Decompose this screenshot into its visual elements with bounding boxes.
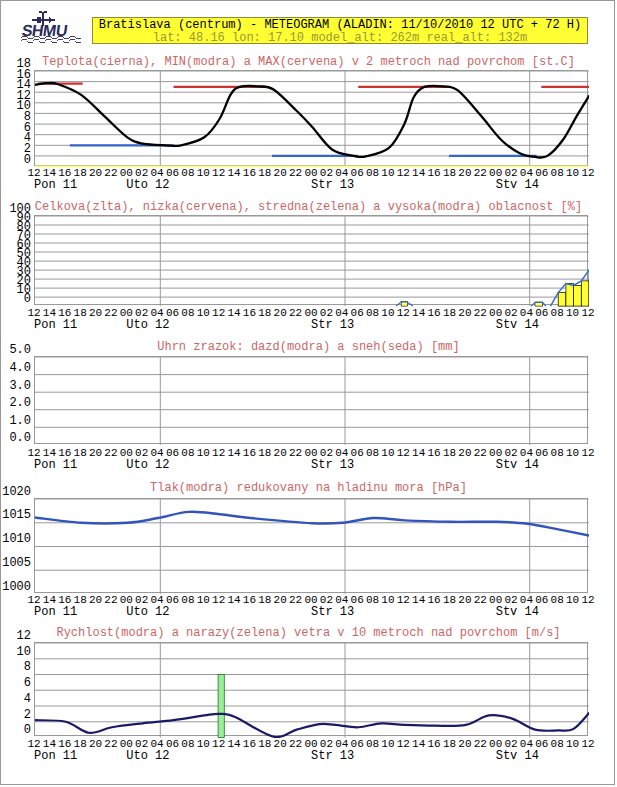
svg-text:SHMU: SHMU	[21, 22, 68, 40]
